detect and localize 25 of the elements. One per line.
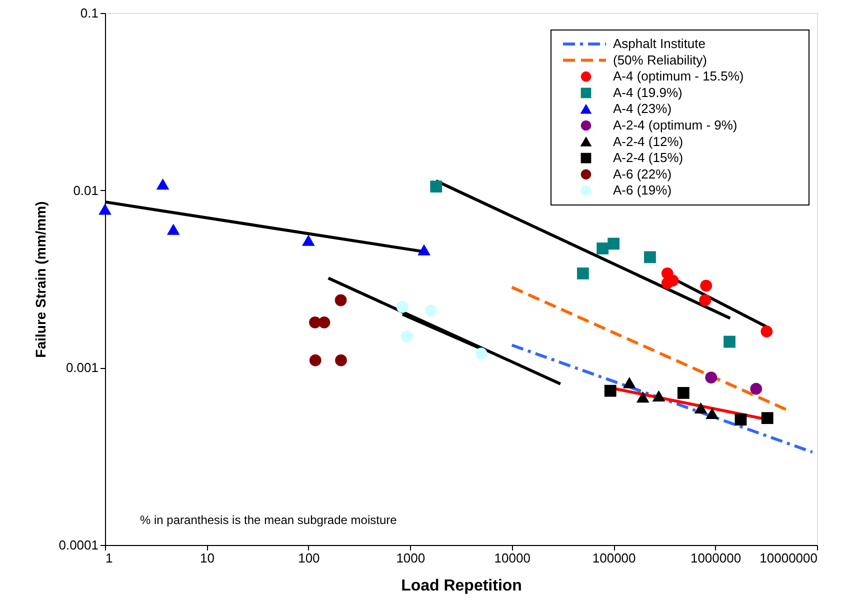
x-tick-label: 10000 bbox=[494, 550, 530, 566]
legend-label: A-2-4 (12%) bbox=[613, 134, 684, 149]
y-tick-label: 0.01 bbox=[73, 182, 98, 198]
x-tick-label: 100 bbox=[298, 550, 320, 566]
legend-label: (50% Reliability) bbox=[613, 52, 707, 68]
legend-label: A-6 (19%) bbox=[613, 182, 672, 198]
legend-label: A-4 (optimum - 15.5%) bbox=[613, 68, 744, 84]
legend-label: A-2-4 (15%) bbox=[613, 150, 684, 166]
legend-label: A-4 (19.9%) bbox=[613, 84, 682, 100]
legend-label: A-4 (23%) bbox=[613, 101, 672, 116]
y-tick-label: 0.001 bbox=[66, 360, 98, 376]
y-tick-label: 0.1 bbox=[80, 6, 98, 20]
legend-label: A-6 (22%) bbox=[613, 166, 672, 182]
legend-label: Asphalt Institute bbox=[613, 36, 706, 51]
x-tick-label: 1 bbox=[106, 550, 113, 566]
x-tick-label: 10 bbox=[200, 550, 214, 566]
x-tick-label: 10000000 bbox=[760, 550, 818, 566]
y-axis-title: Failure Strain (mm/mm) bbox=[32, 201, 49, 358]
x-tick-label: 100000 bbox=[592, 550, 636, 566]
x-tick-label: 1000000 bbox=[690, 550, 742, 566]
x-tick-label: 1000 bbox=[396, 550, 426, 566]
legend-label: A-2-4 (optimum - 9%) bbox=[613, 118, 738, 132]
y-tick-label: 0.0001 bbox=[58, 538, 98, 552]
annotation: % in paranthesis is the mean subgrade moisture bbox=[140, 513, 398, 527]
x-axis-title: Load Repetition bbox=[401, 578, 522, 594]
